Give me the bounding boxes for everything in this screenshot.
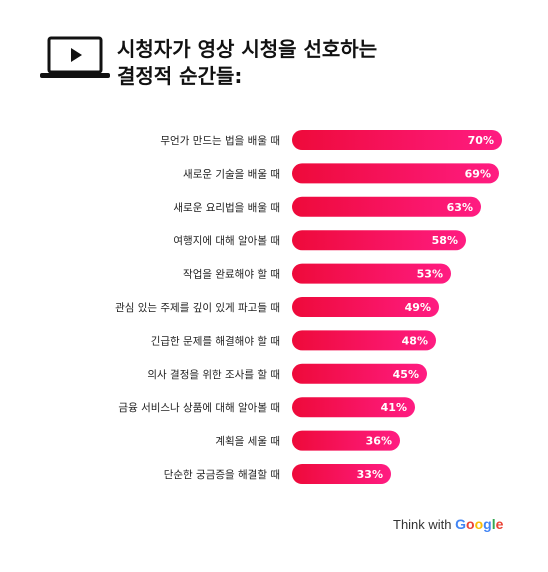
category-label: 작업을 완료해야 할 때 — [183, 268, 280, 281]
category-label: 새로운 요리법을 배울 때 — [173, 202, 280, 214]
value-label: 33% — [357, 468, 383, 481]
bar — [292, 330, 436, 351]
laptop-play-icon — [40, 36, 110, 78]
bar — [292, 230, 466, 251]
category-label: 무언가 만드는 법을 배울 때 — [160, 135, 280, 147]
bar — [292, 397, 415, 418]
bar — [292, 464, 391, 484]
bar — [292, 130, 502, 150]
value-label: 49% — [405, 301, 431, 314]
bar — [292, 163, 499, 184]
category-label: 단순한 궁금증을 해결할 때 — [164, 468, 280, 481]
chart-title: 시청자가 영상 시청을 선호하는 결정적 순간들: — [117, 36, 377, 90]
google-letter: o — [474, 516, 484, 532]
google-letter: e — [495, 516, 504, 532]
category-label: 긴급한 문제를 해결해야 할 때 — [151, 334, 280, 347]
bar — [292, 263, 451, 284]
value-label: 53% — [417, 268, 443, 281]
value-label: 36% — [366, 435, 392, 448]
bar — [292, 363, 427, 384]
value-label: 45% — [393, 368, 419, 381]
chart-title-line-1: 시청자가 영상 시청을 선호하는 — [117, 37, 378, 61]
value-label: 41% — [381, 401, 407, 414]
google-letter: o — [466, 516, 475, 532]
google-letter: l — [491, 516, 496, 532]
value-label: 69% — [465, 167, 491, 180]
category-label: 계획을 세울 때 — [215, 436, 280, 448]
category-label: 새로운 기술을 배울 때 — [183, 168, 280, 180]
value-label: 58% — [432, 234, 458, 247]
category-label: 여행지에 대해 알아볼 때 — [173, 234, 280, 247]
bar — [292, 430, 400, 451]
think-with-google-logo: Think with Google — [393, 516, 503, 532]
bar — [292, 196, 481, 217]
category-label: 금융 서비스나 상품에 대해 알아볼 때 — [118, 401, 280, 414]
chart-title-line-2: 결정적 순간들: — [117, 64, 243, 88]
value-label: 48% — [402, 334, 428, 347]
bar — [292, 297, 439, 317]
value-label: 63% — [447, 201, 473, 214]
category-label: 의사 결정을 위한 조사를 할 때 — [147, 368, 280, 381]
category-label: 관심 있는 주제를 깊이 있게 파고들 때 — [115, 302, 280, 314]
value-label: 70% — [468, 134, 494, 147]
google-letter: g — [483, 516, 492, 532]
google-letter: G — [455, 516, 467, 532]
google-wordmark: Google — [455, 516, 503, 532]
bar-chart: 무언가 만드는 법을 배울 때 70% 새로운 기술을 배울 때 69% 새로운 요리법… — [115, 130, 502, 484]
brand-prefix: Think with — [393, 517, 456, 532]
